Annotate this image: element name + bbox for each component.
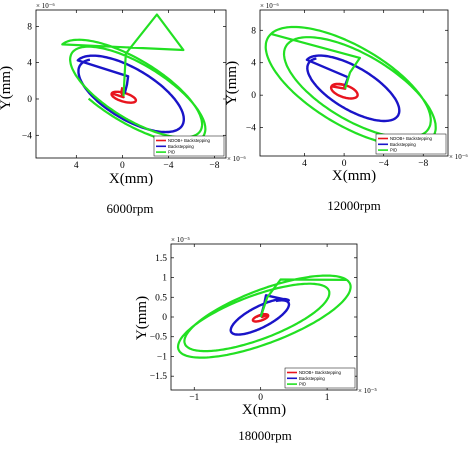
panel-caption: 18000rpm <box>238 428 291 443</box>
y-tick-label: −0.5 <box>150 333 167 343</box>
series-line-ndob <box>110 86 138 104</box>
legend-box <box>284 367 356 389</box>
legend-label-pid: PID <box>299 382 306 387</box>
x-tick-label: −8 <box>209 161 219 171</box>
x-tick-label: −4 <box>163 161 173 171</box>
legend-box <box>153 135 225 157</box>
y-axis-label: Y(mm) <box>224 61 240 105</box>
x-axis-label: X(mm) <box>332 168 376 184</box>
x-exponent-label: × 10⁻⁶ <box>449 153 468 161</box>
x-tick-label: −8 <box>418 159 428 169</box>
plot-area <box>264 25 437 148</box>
x-tick-label: 4 <box>74 161 79 171</box>
series-line-backstepping <box>305 54 401 123</box>
y-tick-label: 1 <box>162 274 167 284</box>
legend-label-ndob: NDOB+ Backstepping <box>168 138 211 143</box>
y-tick-label: 0 <box>162 313 167 323</box>
y-tick-label: 8 <box>27 22 32 32</box>
y-tick-label: 0 <box>251 91 256 101</box>
y-tick-label: 4 <box>251 59 256 69</box>
x-tick-label: 0 <box>342 159 347 169</box>
x-exponent-label: × 10⁻⁵ <box>358 387 377 395</box>
legend-box <box>375 133 447 155</box>
plot-frame <box>259 9 449 157</box>
x-axis-label: X(mm) <box>109 171 153 187</box>
plot-area <box>176 274 352 359</box>
y-exponent-label: × 10⁻⁶ <box>260 2 279 10</box>
y-tick-label: −4 <box>246 124 256 134</box>
y-tick-label: 1.5 <box>155 254 167 264</box>
y-tick-label: −1 <box>157 352 167 362</box>
y-exponent-label: × 10⁻⁶ <box>36 2 55 10</box>
legend-label-backstepping: Backstepping <box>168 144 194 149</box>
legend-label-backstepping: Backstepping <box>299 376 325 381</box>
x-tick-label: −1 <box>189 393 199 403</box>
x-exponent-label: × 10⁻⁶ <box>227 155 246 163</box>
legend-label-ndob: NDOB+ Backstepping <box>299 370 342 375</box>
legend-label-pid: PID <box>390 148 397 153</box>
plot-area <box>61 13 207 144</box>
y-tick-label: 4 <box>27 59 32 69</box>
x-tick-label: 0 <box>258 393 263 403</box>
x-tick-label: −4 <box>379 159 389 169</box>
x-tick-label: 0 <box>120 161 125 171</box>
series-line-pid <box>264 25 437 148</box>
series-line-ndob <box>329 82 359 100</box>
legend-label-backstepping: Backstepping <box>390 142 416 147</box>
y-tick-label: −4 <box>22 131 32 141</box>
series-line-pid <box>176 274 352 359</box>
chart-panel-2: 4 0 −4 −8 −4 0 4 8 × 10⁻⁶ × 10⁻⁶ Y(mm) X(mm) NDOB+ B… <box>224 2 468 213</box>
legend-label-pid: PID <box>168 150 175 155</box>
x-tick-label: 4 <box>302 159 307 169</box>
y-exponent-label: × 10⁻⁵ <box>171 236 190 244</box>
panel-caption: 6000rpm <box>107 201 154 216</box>
x-axis-label: X(mm) <box>242 402 286 418</box>
y-tick-label: 8 <box>251 26 256 36</box>
y-tick-label: 0 <box>27 95 32 105</box>
legend-label-ndob: NDOB+ Backstepping <box>390 136 433 141</box>
chart-panel-3: −1 0 1 −1.5 −1 −0.5 0 0.5 1 1.5 × 10⁻⁵ × 10⁻⁵ Y(mm) X… <box>134 236 377 443</box>
x-tick-label: 1 <box>325 393 330 403</box>
y-tick-label: −1.5 <box>150 372 167 382</box>
panel-caption: 12000rpm <box>327 198 380 213</box>
plot-frame <box>35 9 227 159</box>
y-axis-label: Y(mm) <box>134 296 150 340</box>
y-axis-label: Y(mm) <box>0 66 14 110</box>
y-tick-label: 0.5 <box>155 293 167 303</box>
